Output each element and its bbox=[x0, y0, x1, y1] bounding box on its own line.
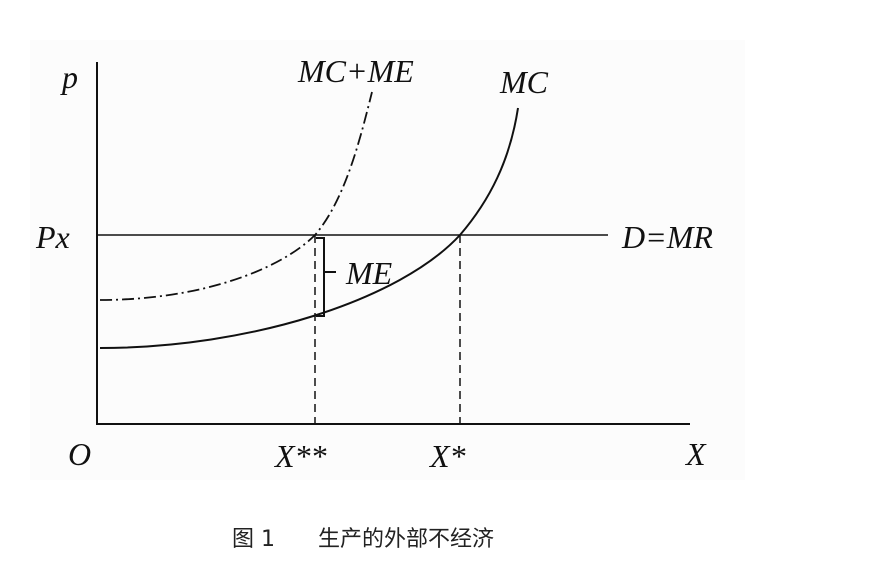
origin-label: O bbox=[68, 436, 91, 472]
mc-label: MC bbox=[499, 64, 549, 100]
price-label: Px bbox=[35, 219, 70, 255]
panel bbox=[30, 40, 745, 480]
gap-label: ME bbox=[345, 255, 393, 291]
private-quantity-label: X* bbox=[428, 438, 466, 474]
demand-label: D=MR bbox=[621, 219, 713, 255]
caption-number: 图 1 bbox=[232, 527, 275, 552]
caption-text: 生产的外部不经济 bbox=[318, 527, 494, 552]
me-bracket bbox=[316, 237, 336, 317]
x-axis-label: X bbox=[684, 436, 707, 472]
mc-curve bbox=[99, 107, 519, 349]
mc-me-label: MC+ME bbox=[297, 53, 414, 89]
mc-me-curve bbox=[99, 91, 373, 301]
social-quantity-label: X** bbox=[273, 438, 327, 474]
y-axis-label: p bbox=[60, 59, 78, 95]
